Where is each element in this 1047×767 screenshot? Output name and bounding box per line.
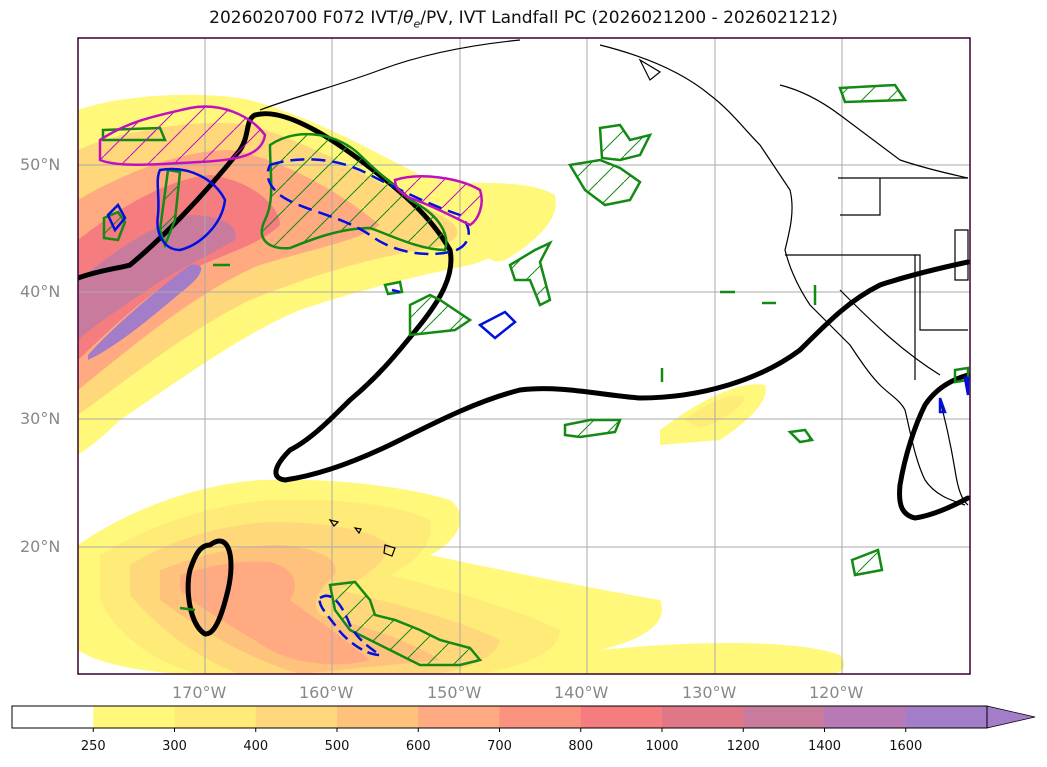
- colorbar-tick-label: 600: [405, 739, 431, 754]
- lon-label-170w: 170°W: [172, 683, 227, 702]
- lon-label-130w: 130°W: [682, 683, 737, 702]
- colorbar-cell: [743, 706, 825, 728]
- colorbar-cell: [580, 706, 663, 728]
- pv-blue-contours: [106, 158, 970, 657]
- colorbar-tick-label: 800: [568, 739, 594, 754]
- lat-label-30n: 30°N: [20, 409, 61, 428]
- colorbar-tick-label: 700: [487, 739, 512, 754]
- colorbar-cell: [255, 706, 338, 728]
- map-frame: [77, 37, 971, 675]
- lon-label-120w: 120°W: [809, 683, 864, 702]
- colorbar-tick-label: 1600: [889, 739, 923, 754]
- colorbar-tick-label: 1400: [807, 739, 842, 754]
- colorbar-tick-label: 400: [243, 739, 269, 754]
- colorbar-cell: [93, 706, 175, 728]
- lat-label-50n: 50°N: [20, 155, 61, 174]
- lon-label-140w: 140°W: [554, 683, 609, 702]
- figure-title: 2026020700 F072 IVT/θe/PV, IVT Landfall …: [209, 8, 838, 31]
- colorbar-cell: [337, 706, 419, 728]
- lon-label-160w: 160°W: [299, 683, 354, 702]
- lat-label-20n: 20°N: [20, 537, 61, 556]
- colorbar-tick-label: 1200: [726, 739, 760, 754]
- lat-label-40n: 40°N: [20, 282, 61, 301]
- lon-label-150w: 150°W: [427, 683, 482, 702]
- pv-magenta-contours: [98, 105, 483, 227]
- colorbar-outline: [11, 705, 988, 729]
- colorbar-tick-label: 1000: [645, 739, 679, 754]
- colorbar-cell: [662, 706, 744, 728]
- colorbar-cell: [499, 706, 582, 728]
- colorbar-cell: [824, 706, 907, 728]
- colorbar-tick-label: 250: [80, 739, 106, 754]
- colorbar-cell: [12, 706, 94, 728]
- colorbar-cell: [174, 706, 257, 728]
- colorbar-cell: [905, 706, 988, 728]
- colorbar-tick-label: 300: [162, 739, 187, 754]
- coastlines: [259, 39, 969, 557]
- colorbar-tick-label: 500: [324, 739, 350, 754]
- colorbar-extend-arrow: [986, 705, 1036, 729]
- colorbar-cell: [418, 706, 500, 728]
